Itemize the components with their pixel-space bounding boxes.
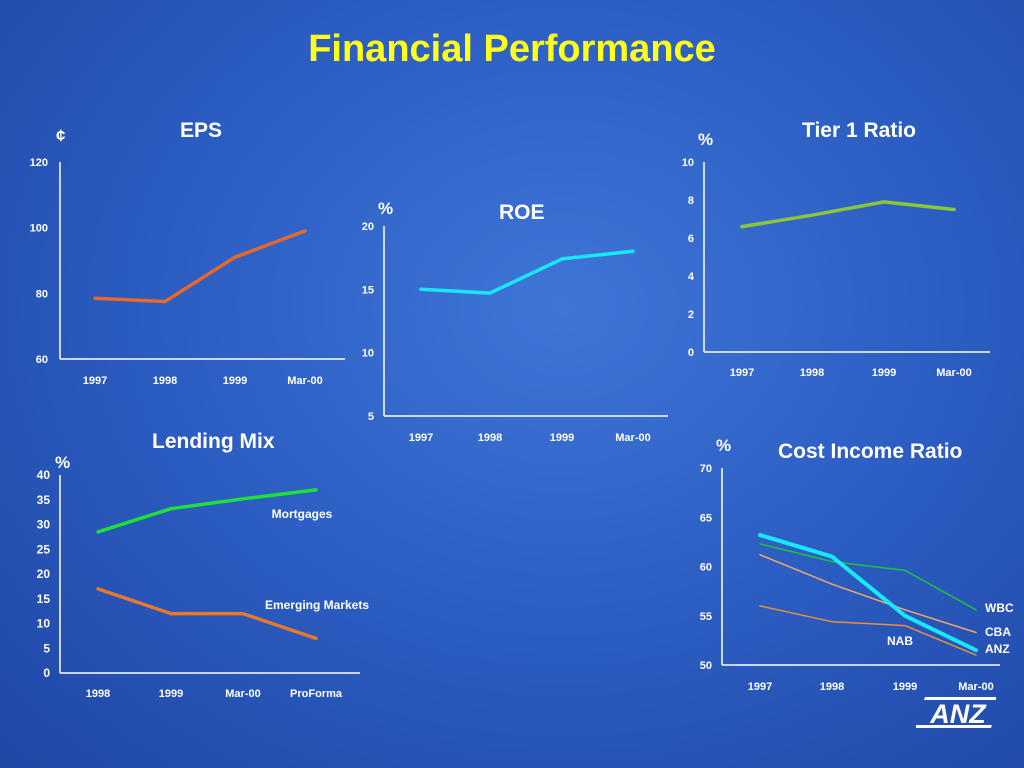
tier1-y-tick-label: 8 xyxy=(688,195,694,207)
lending-unit-label: % xyxy=(55,453,71,472)
eps-x-tick-label: 1999 xyxy=(223,375,247,387)
eps-chart-title: EPS xyxy=(180,119,223,142)
cost-income-cba-line xyxy=(759,553,977,634)
lending-y-tick-label: 10 xyxy=(37,617,51,631)
eps-series-line xyxy=(93,229,307,304)
roe-y-tick-label: 5 xyxy=(368,411,374,423)
cost-income-y-tick-label: 55 xyxy=(700,611,712,623)
lending-chart-title: Lending Mix xyxy=(152,430,275,453)
lending-chart: 0 5 10 15 20 25 30 35 40 1998 1999 Mar-00 ProForma Mo… xyxy=(37,468,370,700)
eps-y-tick-label: 120 xyxy=(30,157,48,169)
lending-emerging-markets-line xyxy=(96,587,318,641)
eps-x-tick-label: 1997 xyxy=(83,375,107,387)
cost-income-y-tick-label: 50 xyxy=(700,660,712,672)
tier1-y-tick-label: 6 xyxy=(688,233,694,245)
lending-x-tick-label: 1998 xyxy=(86,688,110,700)
eps-y-tick-label: 80 xyxy=(36,288,48,300)
lending-y-tick-label: 40 xyxy=(37,468,51,482)
roe-series-line xyxy=(419,249,635,295)
tier1-y-tick-label: 2 xyxy=(688,309,694,321)
roe-x-tick-label: 1999 xyxy=(550,432,574,444)
tier1-x-tick-label: 1997 xyxy=(730,367,754,379)
cost-income-wbc-label: WBC xyxy=(985,601,1014,615)
roe-x-tick-label: 1998 xyxy=(478,432,502,444)
eps-unit-label: ¢ xyxy=(56,126,66,145)
lending-y-tick-label: 0 xyxy=(43,666,50,680)
cost-income-anz-label: ANZ xyxy=(985,642,1010,656)
eps-chart: 60 80 100 120 1997 1998 1999 Mar-00 xyxy=(30,157,345,387)
cost-income-unit-label: % xyxy=(716,436,732,455)
tier1-chart-title: Tier 1 Ratio xyxy=(802,119,916,142)
tier1-y-tick-label: 10 xyxy=(682,157,694,169)
lending-y-tick-label: 20 xyxy=(37,567,51,581)
anz-logo-text: ANZ xyxy=(929,699,987,729)
roe-x-tick-label: 1997 xyxy=(409,432,433,444)
cost-income-y-tick-label: 70 xyxy=(700,463,712,475)
lending-y-tick-label: 30 xyxy=(37,518,51,532)
cost-income-x-tick-label: 1997 xyxy=(748,681,772,693)
tier1-y-tick-label: 4 xyxy=(688,271,695,283)
cost-income-chart-title: Cost Income Ratio xyxy=(778,440,963,463)
roe-x-tick-label: Mar-00 xyxy=(615,432,650,444)
cost-income-y-tick-label: 60 xyxy=(700,562,712,574)
lending-y-tick-label: 35 xyxy=(37,493,51,507)
roe-y-tick-label: 10 xyxy=(362,348,374,360)
lending-emerging-markets-label: Emerging Markets xyxy=(265,598,369,612)
lending-y-tick-label: 25 xyxy=(37,542,51,556)
roe-unit-label: % xyxy=(378,199,394,218)
cost-income-nab-line xyxy=(759,605,977,656)
cost-income-nab-label: NAB xyxy=(887,634,913,648)
roe-y-tick-label: 20 xyxy=(362,221,374,233)
roe-y-tick-label: 15 xyxy=(362,284,374,296)
tier1-x-tick-label: Mar-00 xyxy=(936,367,971,379)
eps-y-tick-label: 60 xyxy=(36,354,48,366)
cost-income-anz-line xyxy=(758,533,978,653)
eps-x-tick-label: Mar-00 xyxy=(287,375,322,387)
lending-mortgages-line xyxy=(96,488,318,534)
roe-chart: 5 10 15 20 1997 1998 1999 Mar-00 xyxy=(362,221,668,444)
cost-income-wbc-line xyxy=(759,543,977,611)
lending-y-tick-label: 5 xyxy=(43,641,50,655)
slide-title: Financial Performance xyxy=(308,28,716,70)
tier1-x-tick-label: 1999 xyxy=(872,367,896,379)
lending-mortgages-label: Mortgages xyxy=(272,507,333,521)
tier1-series-line xyxy=(740,200,956,229)
anz-logo: ANZ xyxy=(916,697,996,729)
cost-income-cba-label: CBA xyxy=(985,625,1011,639)
cost-income-x-tick-label: 1999 xyxy=(893,681,917,693)
cost-income-x-tick-label: 1998 xyxy=(820,681,844,693)
lending-x-tick-label: ProForma xyxy=(290,688,343,700)
cost-income-x-tick-label: Mar-00 xyxy=(958,681,993,693)
tier1-x-tick-label: 1998 xyxy=(800,367,824,379)
lending-x-tick-label: Mar-00 xyxy=(225,688,260,700)
tier1-unit-label: % xyxy=(698,130,714,149)
tier1-y-tick-label: 0 xyxy=(688,347,694,359)
lending-y-tick-label: 15 xyxy=(37,592,51,606)
tier1-chart: 0 2 4 6 8 10 1997 1998 1999 Mar-00 xyxy=(682,157,990,379)
eps-x-tick-label: 1998 xyxy=(153,375,177,387)
cost-income-y-tick-label: 65 xyxy=(700,512,712,524)
roe-chart-title: ROE xyxy=(499,201,545,224)
lending-x-tick-label: 1999 xyxy=(159,688,183,700)
cost-income-chart: 50 55 60 65 70 1997 1998 1999 Mar-00 WBC CBA ANZ NAB xyxy=(700,463,1014,693)
eps-y-tick-label: 100 xyxy=(30,223,48,235)
